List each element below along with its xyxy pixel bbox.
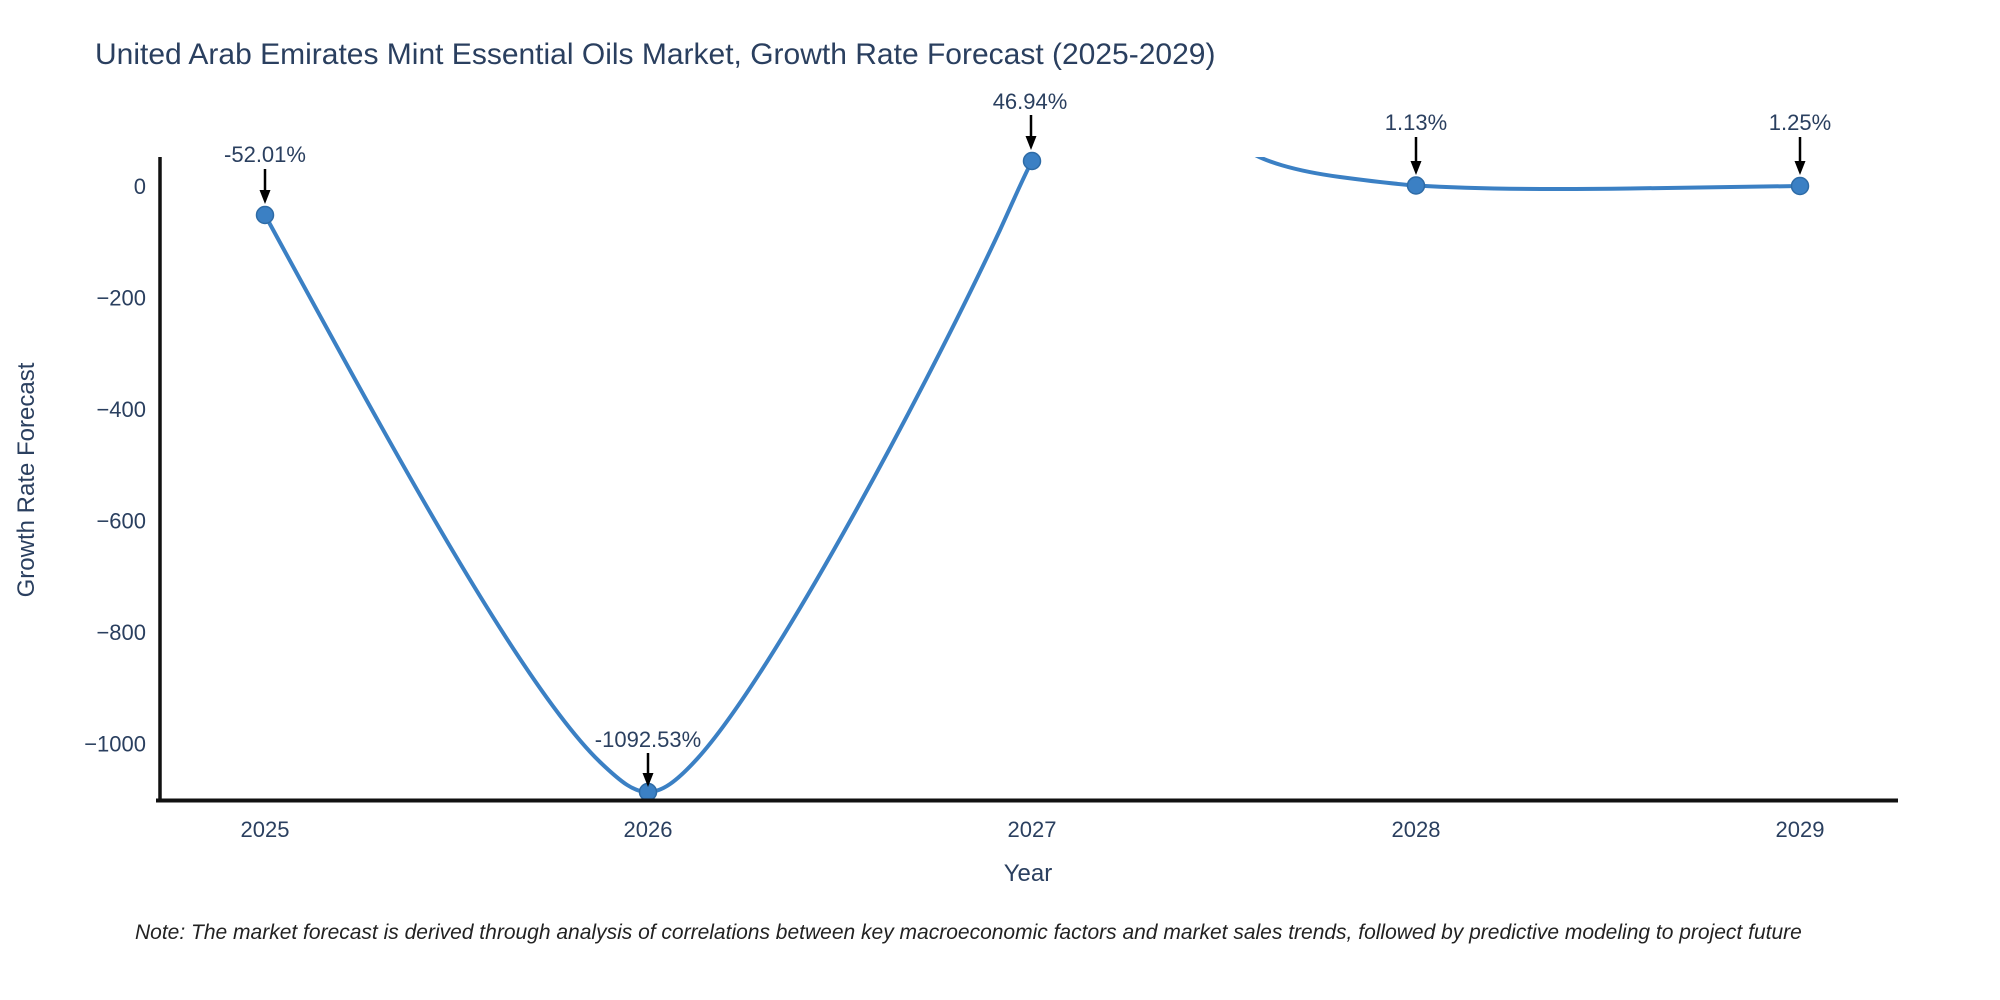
x-axis-ticks: 2025 2026 2027 2028 2029	[241, 817, 1825, 842]
annotation-label: -52.01%	[224, 142, 306, 167]
annotation-2028: 1.13%	[1385, 110, 1447, 175]
arrow-head-icon	[1025, 136, 1037, 150]
x-axis-title: Year	[1004, 860, 1053, 887]
x-tick-label: 2026	[624, 817, 673, 842]
arrow-head-icon	[1410, 161, 1422, 175]
x-tick-label: 2025	[241, 817, 290, 842]
y-tick-label: −200	[96, 286, 146, 311]
y-axis-ticks: 0 −200 −400 −600 −800 −1000	[84, 174, 146, 757]
data-point-2029[interactable]	[1790, 176, 1810, 196]
line-series-clipped-segment[interactable]	[1247, 150, 1801, 192]
annotation-label: -1092.53%	[595, 727, 701, 752]
arrow-head-icon	[642, 773, 654, 787]
data-point-2025[interactable]	[255, 205, 275, 225]
y-tick-label: 0	[134, 174, 146, 199]
annotation-2029: 1.25%	[1769, 110, 1831, 175]
annotation-label: 1.13%	[1385, 110, 1447, 135]
y-tick-label: −600	[96, 509, 146, 534]
annotation-label: 46.94%	[993, 89, 1068, 114]
annotation-2025: -52.01%	[224, 142, 306, 204]
data-point-2027[interactable]	[1022, 151, 1042, 171]
footnote: Note: The market forecast is derived thr…	[135, 921, 1802, 944]
plot-area[interactable]	[160, 157, 1898, 800]
annotation-2027: 46.94%	[993, 89, 1068, 150]
y-tick-label: −1000	[84, 732, 146, 757]
x-tick-label: 2027	[1008, 817, 1057, 842]
annotation-2026: -1092.53%	[595, 727, 701, 787]
annotation-label: 1.25%	[1769, 110, 1831, 135]
chart-title: United Arab Emirates Mint Essential Oils…	[95, 38, 1215, 71]
x-tick-label: 2029	[1776, 817, 1825, 842]
line-series-main[interactable]	[263, 126, 1050, 795]
arrow-head-icon	[259, 190, 271, 204]
arrow-head-icon	[1794, 161, 1806, 175]
data-point-2028[interactable]	[1406, 176, 1426, 195]
y-tick-label: −400	[96, 397, 146, 422]
x-tick-label: 2028	[1392, 817, 1441, 842]
line-series-group	[263, 126, 1801, 795]
y-tick-label: −800	[96, 620, 146, 645]
y-axis-title: Growth Rate Forecast	[13, 362, 40, 597]
